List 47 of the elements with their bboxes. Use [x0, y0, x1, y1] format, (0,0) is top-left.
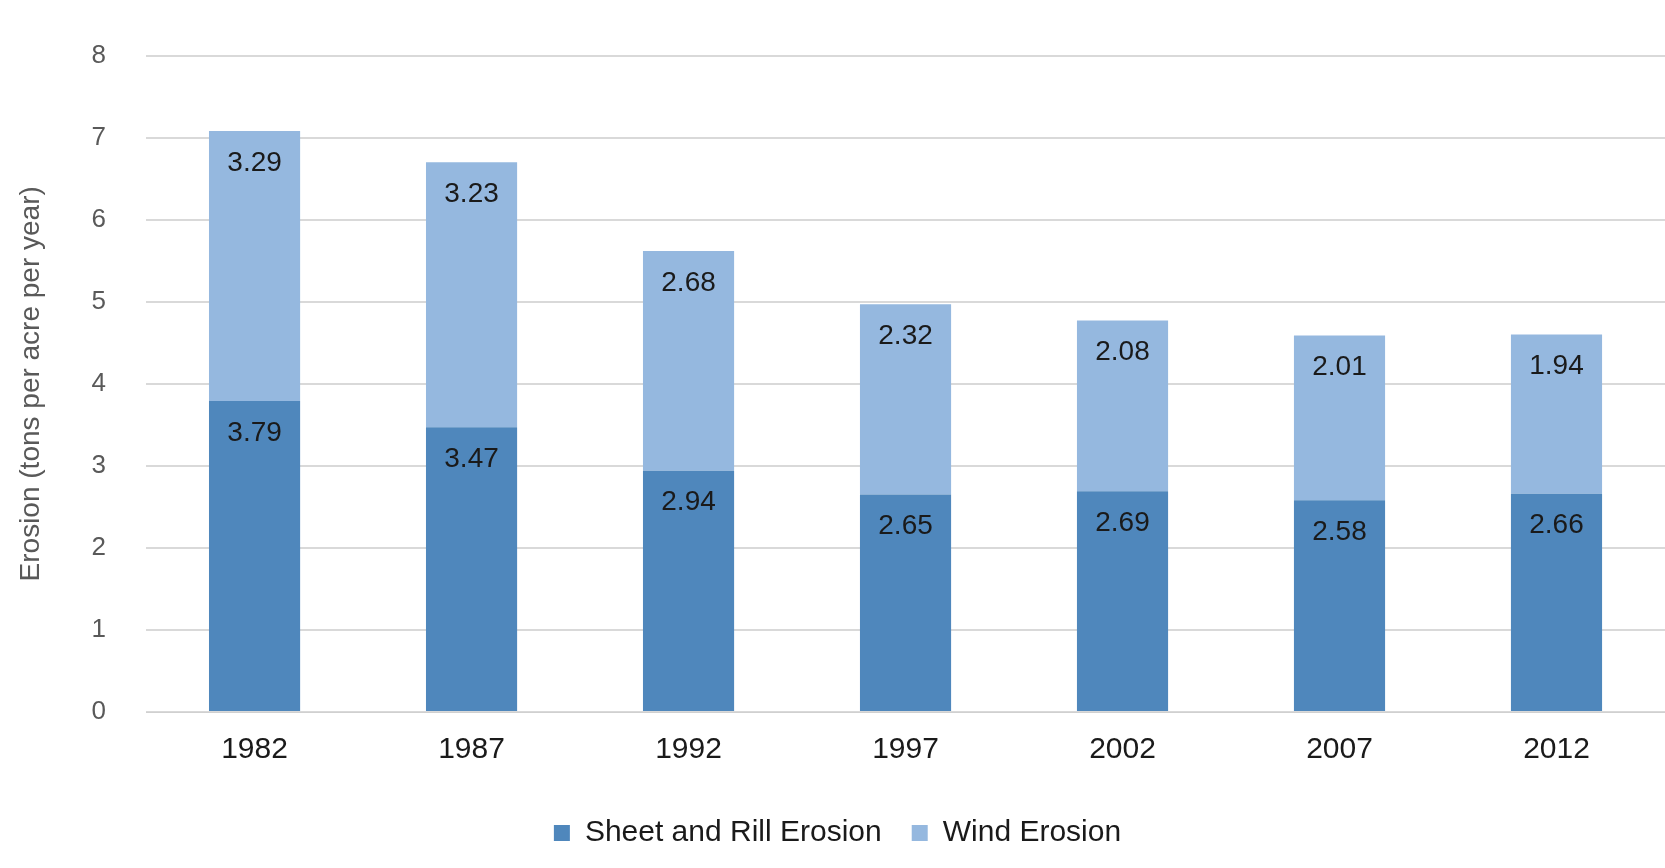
legend-label: Sheet and Rill Erosion: [584, 814, 882, 848]
data-label: 1.94: [1529, 349, 1584, 381]
bar: [1510, 334, 1603, 494]
bar: [642, 470, 735, 711]
bar: [425, 162, 518, 428]
data-label: 3.79: [227, 415, 282, 447]
bar: [208, 131, 301, 402]
y-tick-label: 2: [91, 531, 107, 562]
bar: [859, 304, 952, 495]
bar: [1293, 500, 1386, 711]
x-tick-label: 1992: [655, 731, 722, 765]
bar: [642, 250, 735, 471]
data-label: 2.65: [878, 509, 933, 541]
legend-label: Wind Erosion: [942, 814, 1122, 848]
data-label: 2.68: [661, 265, 716, 297]
y-tick-label: 1: [91, 613, 107, 644]
data-label: 2.69: [1095, 506, 1150, 537]
data-label: 3.29: [227, 145, 282, 177]
data-label: 2.94: [661, 485, 716, 517]
data-label: 2.01: [1312, 350, 1367, 382]
y-tick-label: 6: [91, 202, 107, 233]
y-tick-label: 5: [91, 284, 107, 315]
bar: [425, 427, 518, 711]
bar: [1293, 335, 1386, 501]
y-tick-label: 3: [91, 449, 107, 480]
y-tick-label: 8: [91, 38, 107, 69]
x-tick-label: 2002: [1089, 731, 1156, 765]
x-tick-label: 1997: [872, 731, 939, 765]
x-tick-label: 1982: [221, 731, 288, 765]
data-label: 2.32: [878, 318, 933, 350]
x-tick-label: 1987: [438, 731, 505, 765]
bar: [1076, 320, 1169, 492]
y-axis-title: Erosion (tons per acre per year): [13, 186, 45, 582]
bar: [859, 494, 952, 711]
data-label: 2.58: [1312, 515, 1367, 547]
x-tick-label: 2012: [1523, 731, 1590, 765]
data-label: 2.66: [1529, 508, 1584, 540]
data-label: 3.47: [444, 442, 499, 474]
bar: [1510, 493, 1603, 711]
x-tick-label: 2007: [1306, 731, 1373, 765]
bar: [1076, 491, 1169, 711]
data-label: 3.23: [444, 176, 499, 208]
data-label: 2.08: [1095, 335, 1150, 367]
y-tick-label: 0: [91, 695, 107, 726]
y-tick-label: 7: [91, 120, 107, 151]
bar: [208, 401, 301, 711]
y-tick-label: 4: [91, 366, 107, 397]
